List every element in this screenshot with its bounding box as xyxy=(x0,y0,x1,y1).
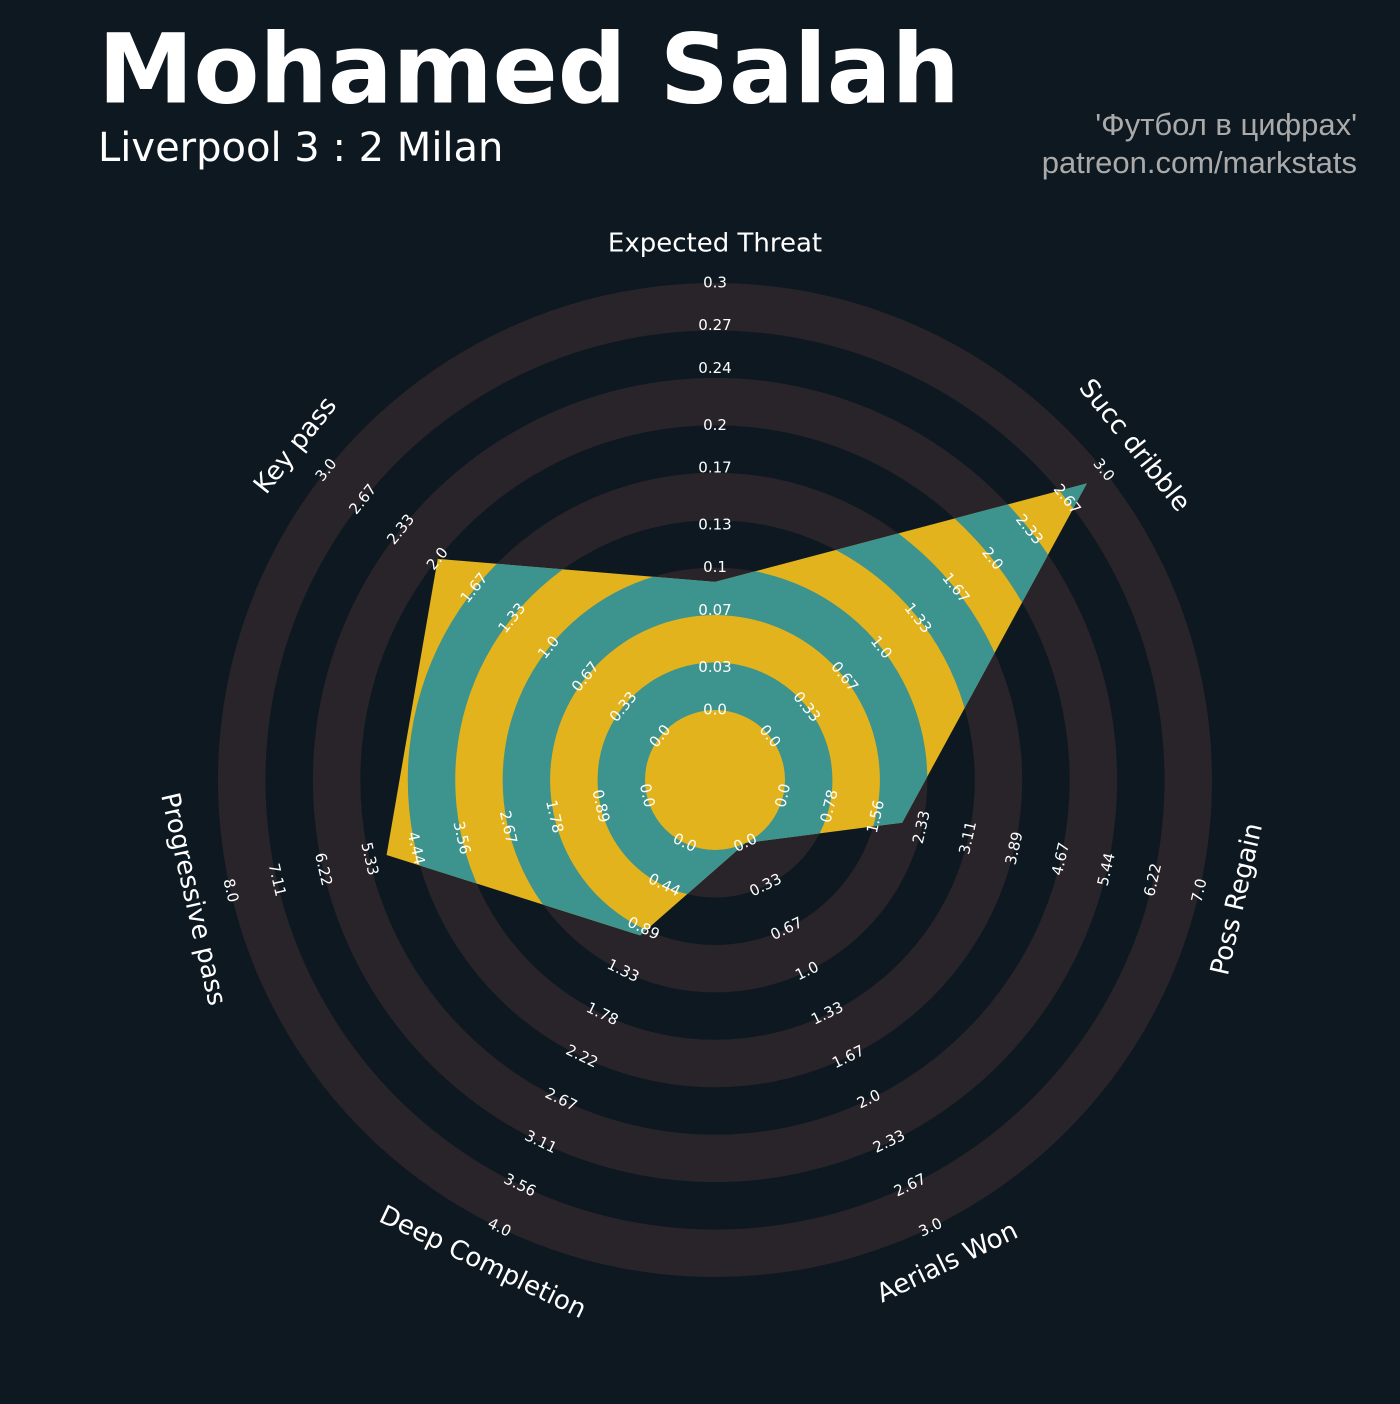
ring-tick-label: 0.2 xyxy=(703,416,727,434)
ring-tick-label: 0.03 xyxy=(698,658,731,676)
ring-tick-label: 0.0 xyxy=(771,782,794,809)
credit: patreon.com/markstats xyxy=(1042,145,1357,180)
ring-tick-label: 0.07 xyxy=(698,601,731,619)
ring-tick-label: 0.24 xyxy=(698,359,731,377)
ring-tick-label: 0.1 xyxy=(703,558,727,576)
axis-label: Expected Threat xyxy=(608,229,822,259)
chart-subtitle: Liverpool 3 : 2 Milan xyxy=(98,125,503,171)
ring-tick-label: 0.13 xyxy=(698,515,731,533)
ring-band-inside xyxy=(597,662,833,898)
ring-tick-label: 0.0 xyxy=(703,701,727,719)
ring-tick-label: 0.3 xyxy=(703,274,727,292)
radar-rings-inside xyxy=(386,483,1087,936)
ring-tick-label: 0.27 xyxy=(698,316,731,334)
credit: 'Футбол в цифрах' xyxy=(1095,107,1357,142)
ring-tick-label: 0.0 xyxy=(636,782,659,809)
chart-title: Mohamed Salah xyxy=(98,13,960,125)
ring-tick-label: 7.0 xyxy=(1188,877,1211,904)
ring-tick-label: 8.0 xyxy=(220,877,243,904)
ring-tick-label: 0.17 xyxy=(698,459,731,477)
